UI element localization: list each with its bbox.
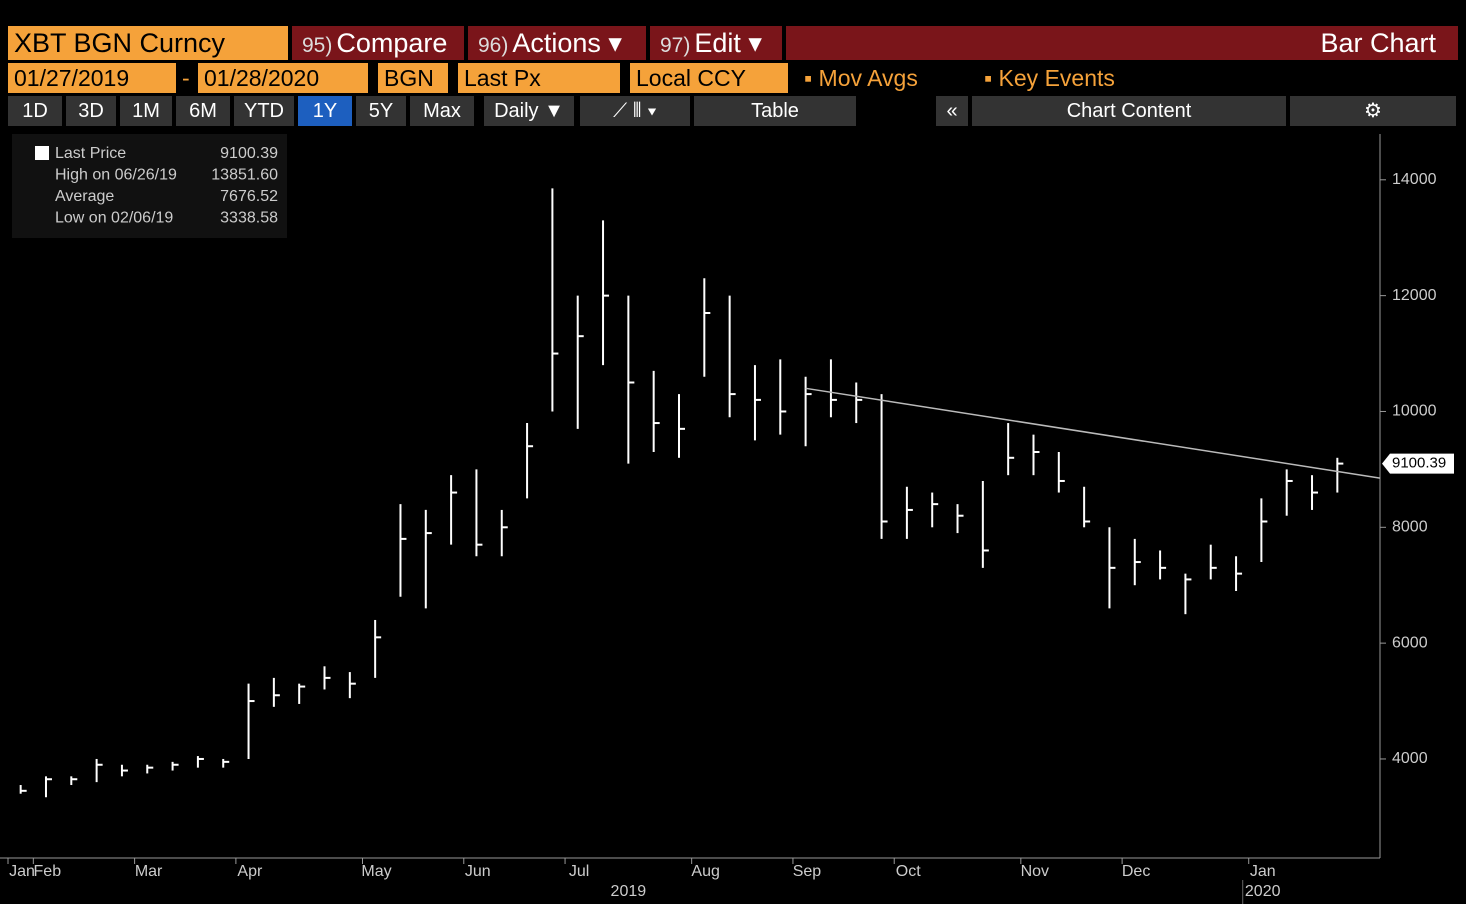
x-tick-label: Jul [569, 863, 589, 880]
menu[interactable]: 97) Edit ▾ [650, 26, 782, 60]
legend-value: 7676.52 [220, 188, 278, 205]
last-price-label: 9100.39 [1392, 455, 1446, 472]
table-button[interactable]: Table [694, 96, 856, 126]
period-button[interactable]: 5Y [356, 96, 406, 126]
end-date[interactable]: 01/28/2020 [198, 63, 368, 93]
period-button[interactable]: YTD [234, 96, 294, 126]
mov-avgs-label: Mov Avgs [818, 65, 918, 91]
last-price-marker [1382, 453, 1454, 474]
y-tick-label: 12000 [1392, 287, 1437, 304]
x-tick-label: Mar [135, 863, 163, 880]
x-tick-label: Oct [896, 863, 921, 880]
period-button[interactable]: 6M [176, 96, 230, 126]
frequency[interactable]: Daily ▼ [484, 96, 574, 126]
x-tick-label: Jan [9, 863, 35, 880]
period-button[interactable]: Max [410, 96, 474, 126]
collapse[interactable]: « [936, 96, 968, 126]
x-tick-label: Sep [793, 863, 822, 880]
chart-content[interactable]: Chart Content [972, 96, 1286, 126]
key-events-label: Key Events [998, 65, 1115, 91]
menu-num: 95) [302, 34, 333, 57]
legend-label: Low on 02/06/19 [55, 210, 173, 227]
start-date[interactable]: 01/27/2019 [8, 63, 176, 93]
key-events[interactable]: ▪ Key Events [984, 65, 1115, 91]
date-dash: - [182, 65, 190, 91]
x-tick-label: Apr [237, 863, 263, 880]
legend-label: High on 06/26/19 [55, 167, 177, 184]
settings[interactable]: ⚙ [1290, 96, 1456, 126]
source[interactable]: BGN [378, 63, 448, 93]
legend-label: Average [55, 188, 114, 205]
period-button[interactable]: 1M [120, 96, 172, 126]
legend-box [12, 134, 287, 238]
view-title: Bar Chart [786, 26, 1458, 60]
menu-num: 96) [478, 34, 509, 57]
trendline [805, 387, 1381, 479]
x-tick-label: Feb [34, 863, 62, 880]
menu[interactable]: 96) Actions ▾ [468, 26, 646, 60]
legend-label: Last Price [55, 145, 126, 162]
period-button[interactable]: 3D [66, 96, 116, 126]
menu-label: Compare [336, 28, 448, 58]
menu-label: Edit [694, 28, 741, 58]
period-button[interactable]: 1D [8, 96, 62, 126]
x-tick-label: May [361, 863, 391, 880]
menu-label: Actions [512, 28, 601, 58]
x-tick-label: Jan [1250, 863, 1276, 880]
y-tick-label: 6000 [1392, 634, 1428, 651]
legend-value: 3338.58 [220, 210, 278, 227]
x-tick-label: Nov [1021, 863, 1049, 880]
currency[interactable]: Local CCY [630, 63, 788, 93]
x-tick-label: Jun [465, 863, 491, 880]
y-tick-label: 8000 [1392, 519, 1428, 536]
field[interactable]: Last Px [458, 63, 620, 93]
year-label: 2020 [1245, 883, 1281, 900]
legend-value: 9100.39 [220, 145, 278, 162]
y-tick-label: 10000 [1392, 403, 1437, 420]
x-tick-label: Dec [1122, 863, 1150, 880]
menu-num: 97) [660, 34, 691, 57]
y-tick-label: 14000 [1392, 171, 1437, 188]
menu[interactable]: 95) Compare [292, 26, 464, 60]
period-button[interactable]: 1Y [298, 96, 352, 126]
ticker[interactable]: XBT BGN Curncy [8, 26, 288, 60]
legend-value: 13851.60 [211, 167, 278, 184]
mov-avgs[interactable]: ▪ Mov Avgs [804, 65, 918, 91]
x-tick-label: Aug [691, 863, 719, 880]
chart-type[interactable]: ⟋ ⦀ ▾ [580, 96, 690, 126]
year-label: 2019 [611, 883, 647, 900]
legend-swatch [35, 146, 49, 160]
y-tick-label: 4000 [1392, 750, 1428, 767]
